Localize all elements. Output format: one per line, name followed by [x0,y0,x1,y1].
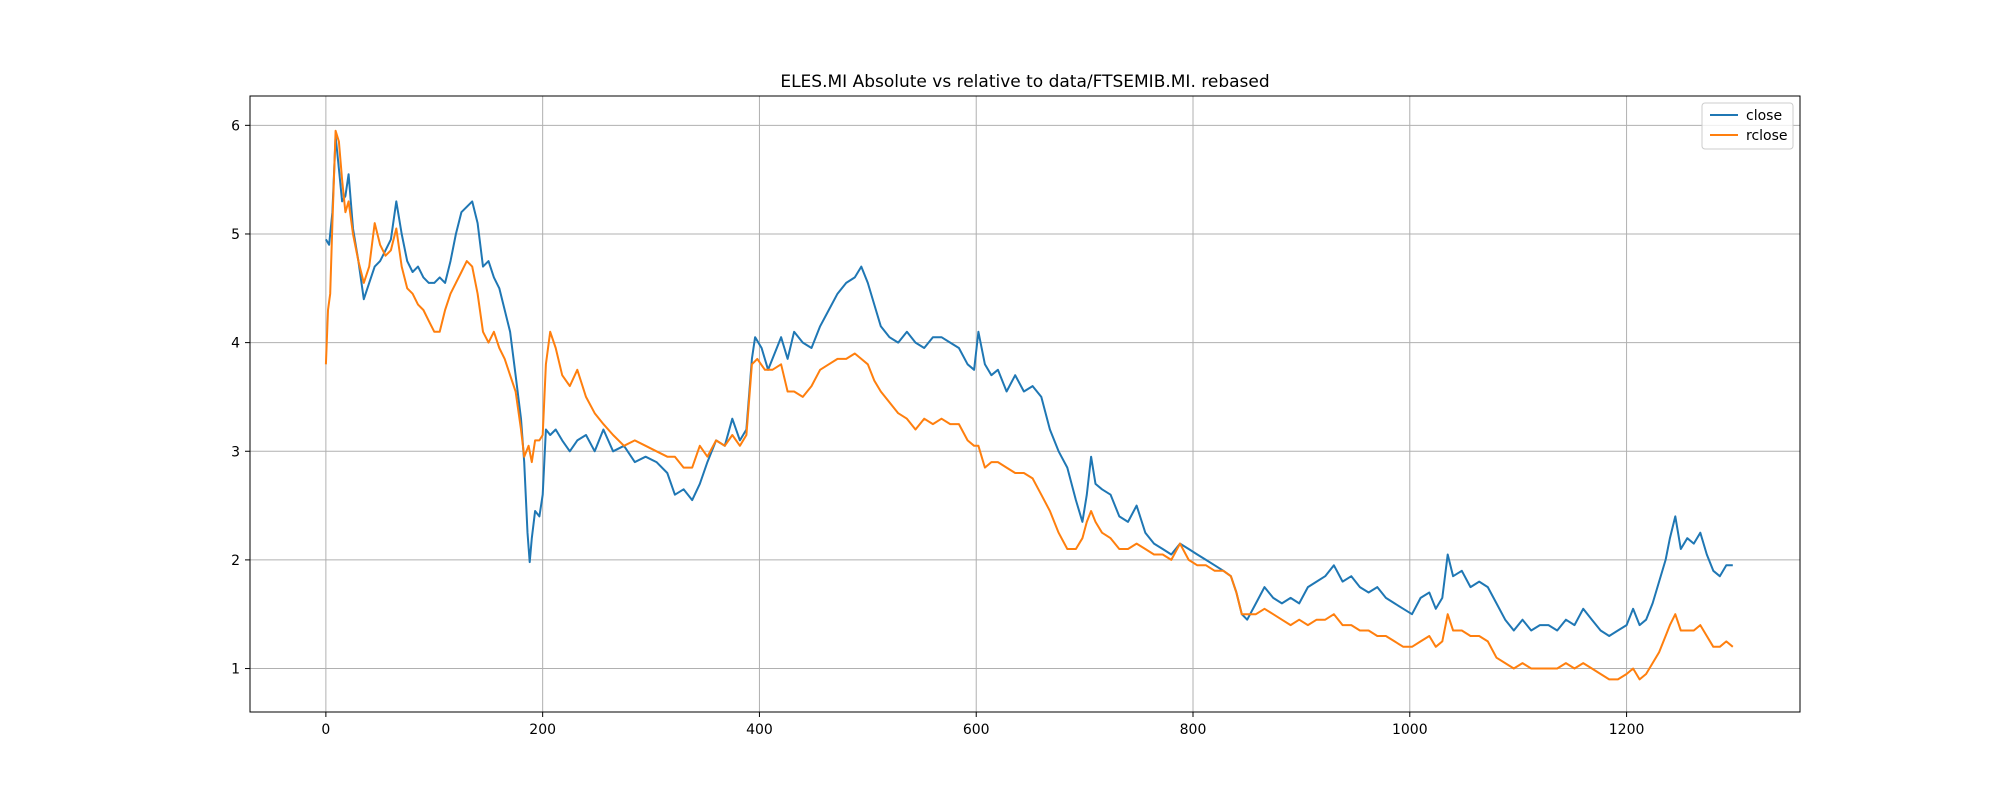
x-tick-label: 1000 [1392,722,1428,738]
legend-label-close: close [1746,108,1782,124]
legend: close rclose [1701,102,1794,150]
x-tick-label: 800 [1180,722,1207,738]
y-tick-label: 6 [231,118,240,134]
y-tick-label: 4 [231,336,240,352]
series-lines [324,129,1734,681]
y-tick-label: 1 [231,662,240,678]
x-tick-label: 400 [746,722,773,738]
axis-ticks: 0 200 400 600 800 1000 1200 1 2 3 4 5 6 [231,118,1644,738]
chart-title: ELES.MI Absolute vs relative to data/FTS… [780,72,1269,92]
plot-frame [249,95,1801,713]
legend-label-rclose: rclose [1746,128,1788,144]
y-tick-label: 3 [231,444,240,460]
series-line-rclose [324,129,1734,681]
x-tick-label: 0 [321,722,330,738]
plot-area [250,96,1800,712]
x-tick-label: 1200 [1609,722,1645,738]
x-tick-label: 200 [529,722,556,738]
x-tick-label: 600 [963,722,990,738]
y-tick-label: 2 [231,553,240,569]
y-tick-label: 5 [231,227,240,243]
series-line-close [325,135,1733,637]
